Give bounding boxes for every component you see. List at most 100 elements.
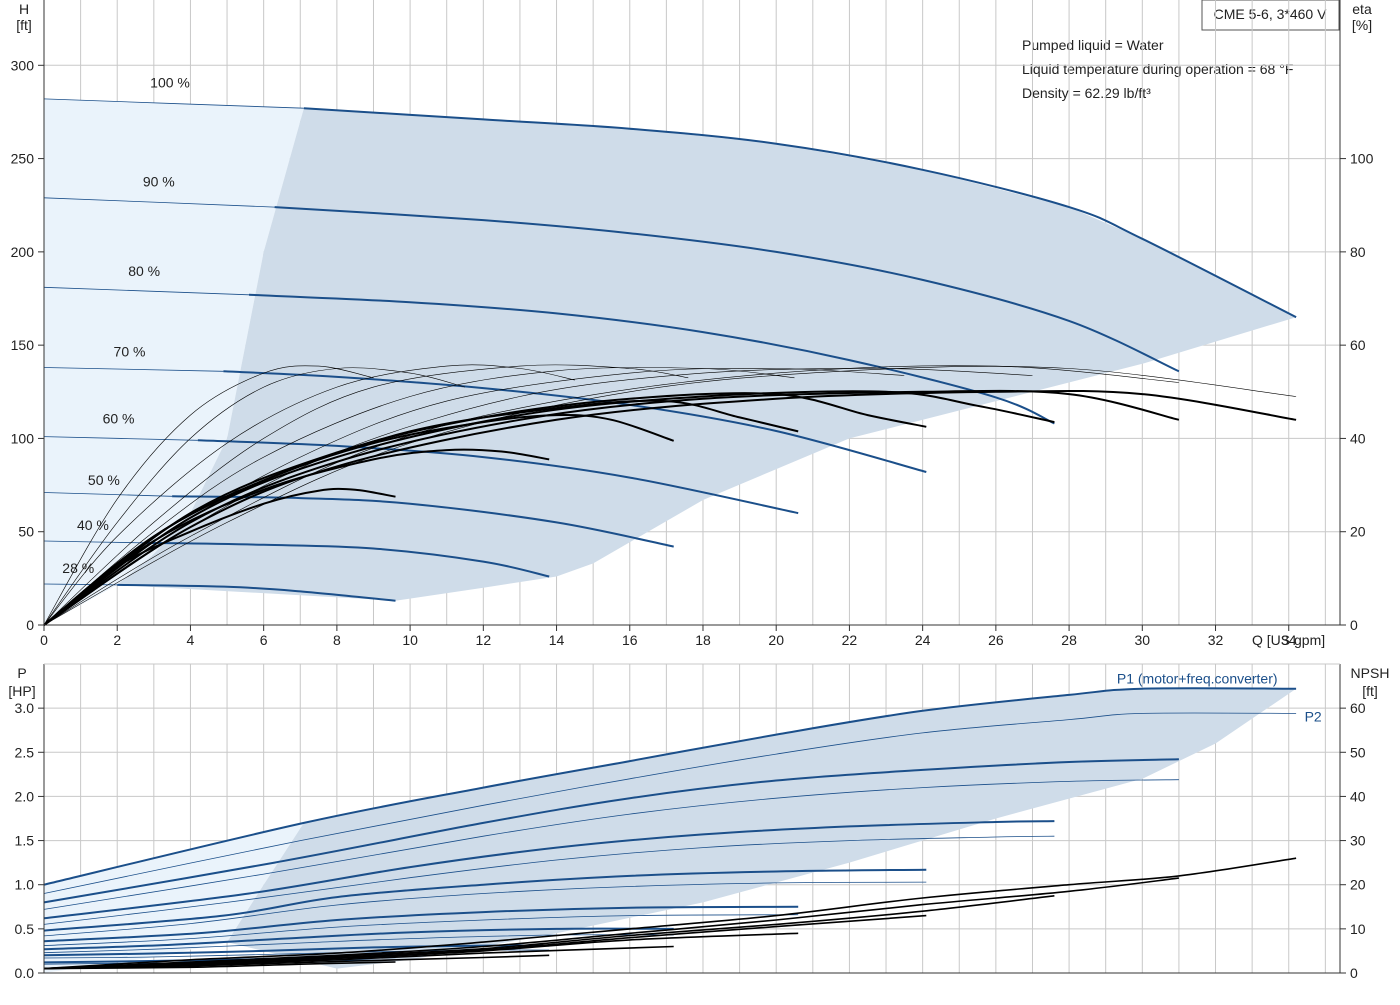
power-axis-title: P: [17, 665, 26, 681]
eta-axis-unit: [%]: [1352, 17, 1372, 33]
eta-y-tick-label: 20: [1350, 524, 1366, 540]
power-y-tick-label: 2.5: [15, 744, 35, 760]
efficiency-curve-thin: [43, 366, 1297, 626]
head-curve-thin-5: [43, 492, 173, 497]
npsh-y-tick-label: 60: [1350, 700, 1366, 716]
p2-curve: [43, 914, 799, 946]
power-y-tick-label: 1.0: [15, 877, 35, 893]
x-tick-label: 8: [333, 632, 341, 648]
x-tick-label: 30: [1135, 632, 1151, 648]
power-plot: P1 (motor+freq.converter) P2 0.0 0.5 1.0 1.5 2…: [15, 663, 1366, 981]
model-label: CME 5-6, 3*460 V: [1214, 6, 1327, 22]
npsh-y-tick-label: 40: [1350, 788, 1366, 804]
p1-curve: [43, 687, 1297, 886]
head-y-tick-label: 150: [11, 337, 35, 353]
head-y-tick-label: 100: [11, 430, 35, 446]
speed-label: 50 %: [88, 472, 120, 488]
head-y-tick-label: 300: [11, 57, 35, 73]
x-tick-label: 24: [915, 632, 931, 648]
flow-axis-title: Q [US gpm]: [1252, 632, 1325, 648]
p1-curve: [43, 868, 927, 932]
head-curve-thin-3: [43, 367, 224, 372]
efficiency-curve: [43, 389, 1297, 626]
x-tick-label: 16: [622, 632, 638, 648]
x-tick-label: 28: [1061, 632, 1077, 648]
eta-y-tick-label: 60: [1350, 337, 1366, 353]
power-operating-region: [227, 688, 1297, 969]
speed-label: 100 %: [150, 75, 190, 91]
speed-label: 28 %: [62, 560, 94, 576]
p2-curve: [43, 881, 927, 937]
head-axis-unit: [ft]: [16, 17, 32, 33]
series-label: P2: [1305, 708, 1322, 724]
head-curve-3: [223, 370, 927, 473]
efficiency-curve: [43, 392, 927, 626]
x-tick-label: 22: [842, 632, 858, 648]
head-y-tick-label: 50: [18, 524, 34, 540]
eta-axis-title: eta: [1352, 1, 1372, 17]
liquid-temperature-text: Liquid temperature during operation = 68…: [1022, 61, 1293, 77]
p1-curve: [43, 927, 674, 951]
npsh-axis-title: NPSH: [1351, 665, 1390, 681]
power-y-tick-label: 0.5: [15, 921, 35, 937]
head-curve-thin-0: [43, 98, 304, 109]
head-curve-4: [197, 439, 799, 515]
head-y-tick-label: 200: [11, 244, 35, 260]
efficiency-curve: [43, 390, 1055, 626]
npsh-curve: [43, 954, 550, 970]
head-curve-thin-7: [43, 583, 118, 586]
p1-curve: [43, 758, 1179, 904]
efficiency-curve-thin: [43, 367, 466, 626]
npsh-y-tick-label: 50: [1350, 744, 1366, 760]
head-curve-6: [146, 541, 550, 578]
x-tick-label: 34: [1281, 632, 1297, 648]
speed-label: 90 %: [143, 174, 175, 190]
power-low-flow-region: [44, 822, 304, 973]
x-tick-label: 4: [187, 632, 195, 648]
operating-region: [117, 108, 1297, 601]
head-curve-7: [117, 583, 396, 602]
eta-y-tick-label: 40: [1350, 430, 1366, 446]
npsh-curve: [43, 857, 1297, 970]
efficiency-curve-thin: [43, 365, 374, 626]
eta-y-tick-label: 0: [1350, 617, 1358, 633]
x-tick-label: 14: [549, 632, 565, 648]
p2-curve: [43, 835, 1055, 925]
head-curve-5: [172, 495, 674, 548]
head-curve-1: [274, 206, 1180, 373]
speed-label: 40 %: [77, 517, 109, 533]
head-curve-thin-6: [43, 540, 147, 544]
npsh-curve: [43, 961, 396, 970]
x-tick-label: 2: [113, 632, 121, 648]
power-axis-unit: [HP]: [8, 683, 35, 699]
series-label: P1 (motor+freq.converter): [1117, 670, 1278, 686]
npsh-axis-unit: [ft]: [1362, 683, 1378, 699]
eta-y-tick-label: 100: [1350, 151, 1374, 167]
x-tick-label: 0: [40, 632, 48, 648]
model-box: [1201, 0, 1340, 31]
head-plot: 100 %90 %80 %70 %60 %50 %40 %28 %0 2 4 6 8 10…: [11, 0, 1374, 648]
npsh-y-tick-label: 10: [1350, 921, 1366, 937]
speed-label: 60 %: [103, 411, 135, 427]
head-y-tick-label: 0: [26, 617, 34, 633]
x-tick-label: 20: [768, 632, 784, 648]
x-tick-label: 12: [476, 632, 492, 648]
p1-curve: [43, 820, 1055, 920]
npsh-y-tick-label: 20: [1350, 877, 1366, 893]
speed-label: 80 %: [128, 263, 160, 279]
efficiency-curve-thin: [43, 367, 795, 626]
npsh-y-tick-label: 0: [1350, 965, 1358, 981]
power-y-tick-label: 0.0: [15, 965, 35, 981]
head-curve-thin-4: [43, 436, 198, 441]
pumped-liquid-text: Pumped liquid = Water: [1022, 37, 1164, 53]
x-tick-label: 26: [988, 632, 1004, 648]
power-y-tick-label: 1.5: [15, 833, 35, 849]
npsh-y-tick-label: 30: [1350, 833, 1366, 849]
p2-curve: [43, 712, 1297, 894]
low-flow-region: [44, 98, 304, 625]
head-curve-thin-2: [43, 286, 250, 296]
p1-curve: [43, 905, 799, 943]
efficiency-curve-thin: [43, 364, 689, 626]
head-curve-thin-1: [43, 197, 275, 208]
